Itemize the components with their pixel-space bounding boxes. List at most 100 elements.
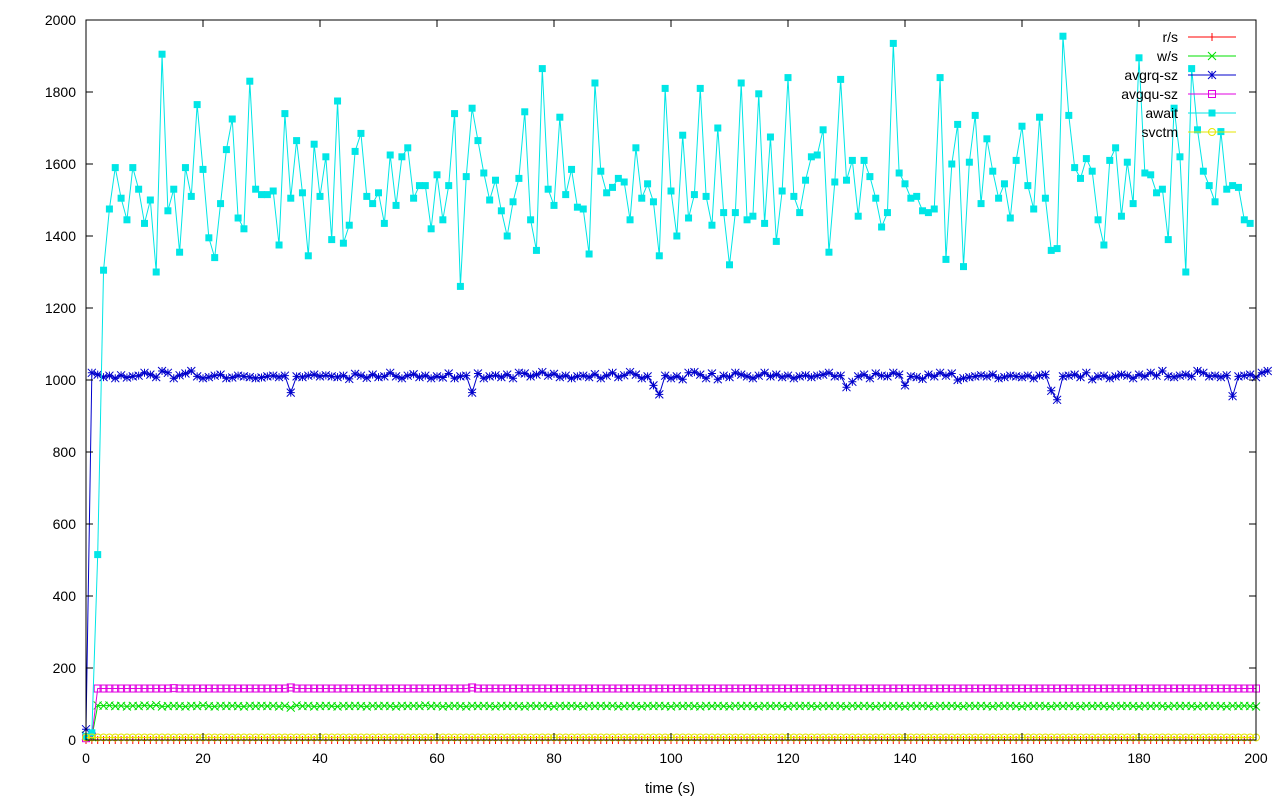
- data-point-await: [813, 151, 821, 159]
- data-point-await: [556, 113, 564, 121]
- data-point-svctm: [1053, 733, 1062, 742]
- data-point-w-s: [151, 700, 161, 710]
- data-point-avgqu-sz: [778, 684, 787, 693]
- data-point-avgqu-sz: [854, 684, 863, 693]
- data-point-svctm: [672, 733, 681, 742]
- data-point-avgqu-sz: [479, 684, 488, 693]
- data-point-avgrq-sz: [216, 370, 225, 379]
- data-point-svctm: [567, 733, 576, 742]
- data-point-avgqu-sz: [1006, 684, 1015, 693]
- series-w-s: [81, 700, 1261, 742]
- data-point-svctm: [725, 733, 734, 742]
- data-point-avgqu-sz: [1193, 684, 1202, 693]
- data-point-await: [1246, 219, 1254, 227]
- data-point-avgrq-sz: [748, 373, 758, 383]
- data-point-avgrq-sz: [584, 372, 594, 382]
- data-point-svctm: [801, 733, 810, 742]
- data-point-avgrq-sz: [695, 370, 705, 379]
- data-point-avgqu-sz: [977, 684, 986, 693]
- data-point-avgrq-sz: [251, 373, 261, 383]
- data-point-avgrq-sz: [1222, 370, 1232, 380]
- data-point-avgrq-sz: [830, 372, 840, 381]
- data-point-avgqu-sz: [631, 684, 640, 693]
- series-line-w-s: [85, 704, 1257, 738]
- plot-area: [81, 32, 1273, 744]
- data-point-avgrq-sz: [222, 373, 231, 383]
- data-point-await: [1036, 113, 1044, 121]
- data-point-avgrq-sz: [795, 372, 805, 381]
- data-point-avgrq-sz: [450, 373, 459, 383]
- data-point-await: [954, 120, 962, 128]
- data-point-await: [339, 239, 347, 247]
- x-axis-label: time (s): [645, 780, 695, 797]
- data-point-await: [930, 205, 938, 213]
- data-point-avgrq-sz: [567, 373, 576, 383]
- data-point-avgrq-sz: [684, 368, 693, 378]
- data-point-svctm: [409, 733, 418, 742]
- data-point-avgrq-sz: [339, 371, 348, 381]
- data-point-svctm: [1029, 733, 1038, 742]
- data-point-avgrq-sz: [426, 373, 436, 383]
- data-point-await: [1234, 183, 1242, 191]
- data-point-await: [989, 167, 997, 175]
- data-point-await: [1205, 182, 1213, 190]
- data-point-svctm: [848, 733, 857, 742]
- data-point-avgrq-sz: [198, 373, 208, 383]
- data-point-await: [1240, 216, 1248, 224]
- data-point-avgqu-sz: [702, 684, 711, 693]
- data-point-avgqu-sz: [784, 684, 792, 693]
- data-point-avgqu-sz: [450, 684, 459, 693]
- data-point-svctm: [854, 733, 863, 742]
- data-point-await: [316, 192, 324, 200]
- data-point-svctm: [216, 733, 225, 742]
- data-point-avgrq-sz: [1093, 372, 1103, 381]
- y-tick-label: 600: [53, 516, 77, 532]
- data-point-avgrq-sz: [1175, 371, 1185, 381]
- data-point-svctm: [514, 733, 523, 742]
- data-point-await: [632, 144, 640, 152]
- data-point-avgrq-sz: [818, 370, 828, 379]
- data-point-avgqu-sz: [707, 684, 716, 693]
- data-point-avgqu-sz: [1105, 684, 1114, 693]
- data-point-avgrq-sz: [1193, 366, 1202, 376]
- data-point-avgrq-sz: [865, 373, 875, 383]
- data-point-avgrq-sz: [602, 371, 612, 381]
- data-point-avgqu-sz: [327, 684, 336, 693]
- data-point-avgrq-sz: [801, 370, 810, 380]
- data-point-avgrq-sz: [1210, 371, 1220, 381]
- data-point-await: [696, 84, 704, 92]
- data-point-avgqu-sz: [444, 684, 453, 693]
- data-point-await: [293, 137, 301, 145]
- data-point-await: [234, 214, 242, 222]
- data-point-await: [603, 189, 611, 197]
- data-point-avgrq-sz: [1005, 371, 1015, 381]
- data-point-svctm: [427, 733, 436, 742]
- data-point-avgrq-sz: [93, 370, 103, 379]
- data-point-avgqu-sz: [877, 684, 886, 693]
- data-point-svctm: [690, 733, 699, 742]
- data-point-await: [486, 196, 494, 204]
- data-point-avgrq-sz: [298, 372, 307, 382]
- data-point-svctm: [327, 733, 336, 742]
- data-point-await: [1229, 182, 1237, 190]
- data-point-svctm: [1111, 733, 1120, 742]
- data-point-avgrq-sz: [274, 372, 284, 382]
- data-point-avgrq-sz: [1152, 371, 1161, 381]
- data-point-svctm: [871, 733, 880, 742]
- data-point-avgrq-sz: [163, 368, 173, 378]
- legend-label: r/s: [1162, 29, 1178, 45]
- data-point-svctm: [175, 733, 184, 742]
- data-point-await: [105, 205, 113, 213]
- data-point-avgqu-sz: [1222, 684, 1231, 693]
- data-point-avgqu-sz: [187, 684, 196, 693]
- data-point-svctm: [1211, 733, 1220, 742]
- data-point-svctm: [579, 733, 588, 742]
- data-point-avgqu-sz: [544, 684, 553, 693]
- data-point-await: [357, 129, 365, 137]
- data-point-svctm: [263, 733, 272, 742]
- data-point-avgqu-sz: [801, 684, 810, 693]
- data-point-avgqu-sz: [719, 684, 728, 693]
- data-point-await: [579, 205, 587, 213]
- data-point-avgqu-sz: [403, 684, 412, 693]
- data-point-avgqu-sz: [415, 684, 424, 693]
